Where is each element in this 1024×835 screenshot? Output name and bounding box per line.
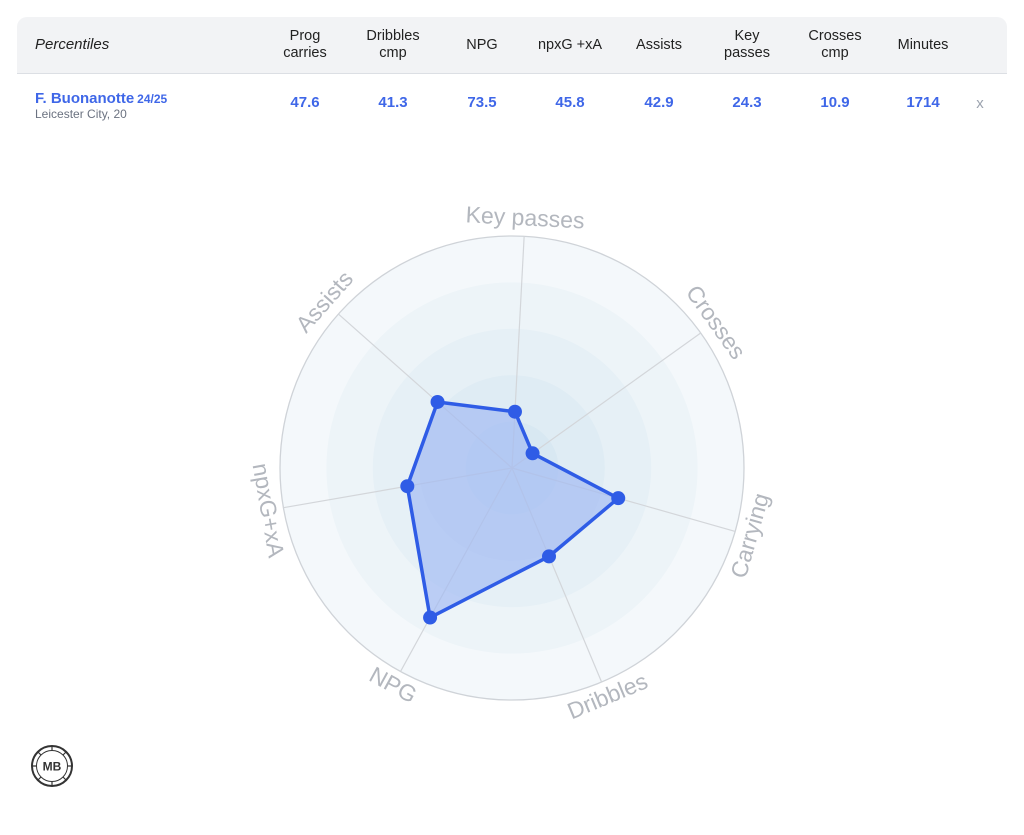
mb-logo: MB xyxy=(31,745,73,787)
col-dribbles-cmp[interactable]: Dribbles cmp xyxy=(366,28,420,61)
radar-point xyxy=(400,479,415,494)
value-npg: 73.5 xyxy=(467,94,497,111)
player-name-link[interactable]: F. Buonanotte 24/25 xyxy=(35,90,167,107)
radar-series xyxy=(400,394,626,625)
value-dribbles-cmp: 41.3 xyxy=(378,94,408,111)
axis-label: Key passes xyxy=(465,201,585,233)
col-npxg-xa[interactable]: npxG +xA xyxy=(537,36,603,53)
value-npxg-xa: 45.8 xyxy=(555,94,585,111)
table-header: Percentiles Prog carries Dribbles cmp NP… xyxy=(17,17,1007,74)
remove-player-button[interactable]: x xyxy=(976,95,984,112)
value-crosses-cmp: 10.9 xyxy=(820,94,850,111)
value-assists: 42.9 xyxy=(644,94,674,111)
radar-point xyxy=(611,491,626,506)
radar-point xyxy=(423,610,438,625)
player-season: 24/25 xyxy=(137,92,168,106)
radar-point xyxy=(430,394,445,409)
col-npg[interactable]: NPG xyxy=(466,36,498,53)
radar-outer-ring xyxy=(279,235,745,701)
player-row: F. Buonanotte 24/25 Leicester City, 20 47… xyxy=(17,74,1007,134)
value-prog-carries: 47.6 xyxy=(290,94,320,111)
radar-point xyxy=(541,549,556,564)
col-key-passes[interactable]: Key passes xyxy=(724,28,770,61)
radar-spoke xyxy=(511,332,702,469)
col-assists[interactable]: Assists xyxy=(636,36,682,53)
value-minutes: 1714 xyxy=(906,94,940,111)
percentiles-title: Percentiles xyxy=(35,36,110,53)
logo-text: MB xyxy=(43,760,62,774)
radar-series-area xyxy=(405,400,620,620)
value-key-passes: 24.3 xyxy=(732,94,762,111)
radar-point xyxy=(525,446,540,461)
player-name: F. Buonanotte xyxy=(35,90,135,107)
radar-point xyxy=(507,404,522,419)
player-team: Leicester City, 20 xyxy=(35,107,127,121)
col-prog-carries[interactable]: Prog carries xyxy=(283,28,327,61)
col-crosses-cmp[interactable]: Crosses cmp xyxy=(808,28,862,61)
col-minutes[interactable]: Minutes xyxy=(897,36,949,53)
